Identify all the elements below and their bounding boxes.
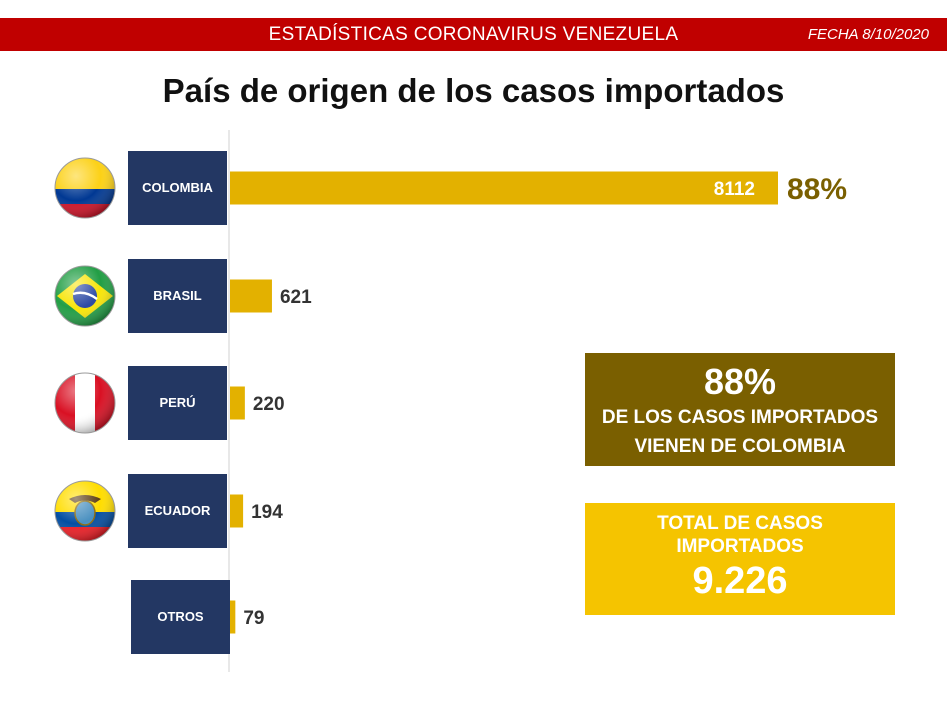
header-bar: ESTADÍSTICAS CORONAVIRUS VENEZUELA FECHA…: [0, 18, 947, 51]
total-callout-line1: TOTAL DE CASOS: [657, 513, 823, 534]
total-callout-line2: IMPORTADOS: [676, 536, 804, 557]
share-callout-line1: DE LOS CASOS IMPORTADOS: [601, 407, 879, 428]
category-label: BRASIL: [153, 288, 201, 303]
category-label-box: [128, 151, 227, 225]
colombia-flag-icon: [54, 157, 116, 219]
value-label: 194: [251, 502, 283, 523]
share-callout-box: 88% DE LOS CASOS IMPORTADOS VIENEN DE CO…: [585, 353, 895, 466]
bar-otros: [230, 600, 236, 634]
bar-ecuador: [230, 494, 244, 528]
value-label: 8112: [714, 179, 755, 200]
percent-annotation: 88%: [787, 173, 847, 206]
chart-title: País de origen de los casos importados: [162, 72, 785, 109]
category-label: OTROS: [157, 609, 204, 624]
bar-brasil: [230, 279, 272, 313]
value-label: 79: [243, 608, 264, 629]
category-label-box: [128, 366, 227, 440]
total-callout-value: 9.226: [692, 560, 788, 602]
header-date: FECHA 8/10/2020: [807, 26, 929, 43]
category-label-box: [128, 259, 227, 333]
category-label-box: [128, 474, 227, 548]
value-label: 621: [280, 287, 312, 308]
category-label: ECUADOR: [145, 503, 211, 518]
bar-perú: [230, 386, 245, 420]
total-callout-box: TOTAL DE CASOS IMPORTADOS 9.226: [585, 503, 895, 615]
category-label: COLOMBIA: [142, 180, 213, 195]
ecuador-flag-icon: [54, 480, 116, 542]
brazil-flag-icon: [54, 265, 116, 327]
category-label-box: [131, 580, 230, 654]
share-callout-line2: VIENEN DE COLOMBIA: [634, 436, 846, 457]
header-title: ESTADÍSTICAS CORONAVIRUS VENEZUELA: [268, 24, 679, 45]
peru-flag-icon: [54, 372, 116, 434]
category-label: PERÚ: [159, 395, 195, 410]
value-label: 220: [253, 394, 285, 415]
share-callout-value: 88%: [703, 361, 777, 402]
bar-colombia: [230, 171, 778, 205]
